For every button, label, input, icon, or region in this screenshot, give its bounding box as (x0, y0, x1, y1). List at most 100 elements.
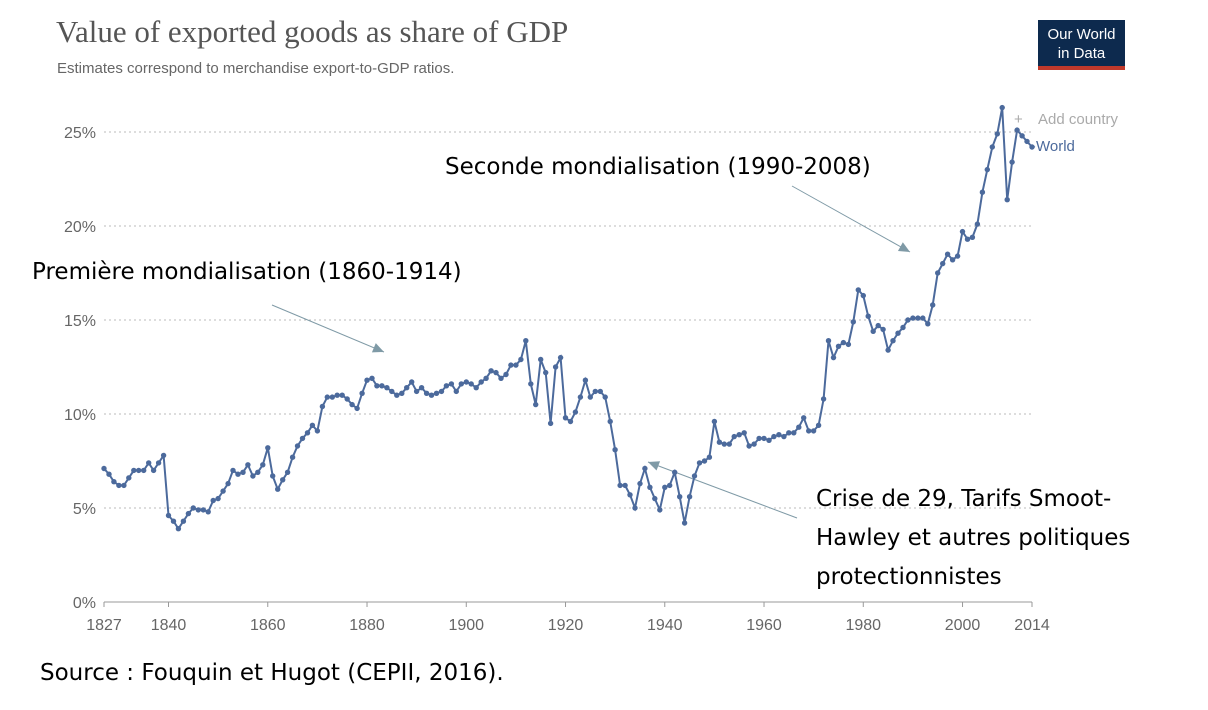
data-point[interactable] (275, 486, 281, 492)
add-country-label[interactable]: Add country (1038, 111, 1119, 128)
data-point[interactable] (999, 104, 1005, 111)
data-point[interactable] (994, 131, 1000, 137)
data-point[interactable] (592, 388, 598, 395)
data-point[interactable] (850, 319, 856, 325)
data-point[interactable] (523, 338, 529, 344)
data-point[interactable] (781, 433, 787, 440)
data-point[interactable] (875, 322, 881, 329)
data-point[interactable] (632, 505, 638, 511)
data-point[interactable] (830, 354, 837, 361)
data-point[interactable] (915, 315, 921, 321)
data-point[interactable] (270, 473, 276, 479)
data-point[interactable] (488, 368, 494, 374)
data-point[interactable] (116, 482, 122, 489)
data-point[interactable] (885, 347, 891, 353)
data-point[interactable] (533, 401, 539, 408)
data-point[interactable] (121, 482, 127, 489)
data-point[interactable] (905, 317, 911, 323)
data-point[interactable] (394, 392, 400, 398)
data-point[interactable] (448, 381, 455, 387)
data-point[interactable] (141, 467, 147, 474)
data-point[interactable] (776, 432, 782, 438)
data-point[interactable] (334, 392, 340, 398)
data-point[interactable] (647, 484, 653, 490)
data-point[interactable] (577, 394, 584, 400)
data-point[interactable] (165, 512, 172, 519)
data-point[interactable] (865, 313, 871, 319)
data-point[interactable] (587, 394, 593, 400)
data-point[interactable] (974, 221, 981, 227)
data-point[interactable] (493, 369, 499, 376)
data-point[interactable] (389, 388, 395, 395)
data-point[interactable] (557, 354, 564, 361)
data-point[interactable] (205, 509, 211, 515)
data-point[interactable] (622, 482, 628, 489)
data-point[interactable] (433, 390, 440, 396)
data-point[interactable] (860, 292, 866, 299)
data-point[interactable] (979, 189, 986, 195)
data-point[interactable] (418, 385, 425, 391)
owid-logo[interactable]: Our World in Data (1038, 20, 1125, 70)
data-point[interactable] (458, 381, 464, 387)
data-point[interactable] (940, 260, 946, 267)
data-point[interactable] (359, 390, 365, 396)
data-point[interactable] (304, 430, 311, 436)
data-point[interactable] (190, 505, 196, 511)
data-point[interactable] (672, 469, 678, 475)
data-point[interactable] (791, 430, 797, 436)
data-point[interactable] (562, 415, 569, 421)
data-point[interactable] (294, 443, 301, 449)
data-point[interactable] (597, 388, 603, 395)
data-point[interactable] (349, 401, 355, 408)
data-point[interactable] (567, 418, 574, 425)
data-point[interactable] (180, 518, 187, 524)
data-point[interactable] (314, 428, 321, 434)
data-point[interactable] (111, 479, 117, 485)
data-point[interactable] (920, 315, 926, 321)
data-point[interactable] (731, 433, 737, 440)
data-point[interactable] (925, 321, 931, 327)
data-point[interactable] (319, 403, 326, 410)
data-point[interactable] (736, 432, 742, 438)
data-point[interactable] (944, 251, 951, 257)
data-point[interactable] (756, 435, 762, 442)
data-point[interactable] (339, 392, 345, 398)
data-point[interactable] (498, 375, 504, 381)
data-point[interactable] (126, 475, 132, 481)
data-point[interactable] (478, 379, 484, 385)
data-point[interactable] (801, 415, 807, 421)
data-point[interactable] (369, 375, 375, 381)
data-point[interactable] (716, 439, 723, 445)
data-point[interactable] (131, 467, 137, 474)
data-point[interactable] (930, 302, 936, 308)
data-point[interactable] (299, 435, 306, 442)
data-point[interactable] (969, 234, 976, 240)
data-point[interactable] (1014, 127, 1020, 133)
data-point[interactable] (284, 469, 291, 475)
data-point[interactable] (642, 465, 648, 472)
data-point[interactable] (265, 445, 271, 451)
data-point[interactable] (949, 257, 956, 263)
data-point[interactable] (468, 381, 474, 387)
data-point[interactable] (935, 270, 941, 276)
data-point[interactable] (453, 388, 459, 395)
data-point[interactable] (215, 495, 221, 502)
data-point[interactable] (404, 385, 410, 391)
data-point[interactable] (364, 377, 370, 383)
data-point[interactable] (721, 441, 727, 447)
data-point[interactable] (617, 482, 623, 489)
data-point[interactable] (1024, 138, 1030, 145)
data-point[interactable] (612, 447, 618, 453)
data-point[interactable] (761, 435, 767, 442)
data-point[interactable] (845, 341, 852, 348)
data-point[interactable] (771, 433, 777, 440)
data-point[interactable] (835, 343, 842, 349)
data-point[interactable] (572, 409, 579, 415)
data-point[interactable] (513, 362, 519, 368)
data-point[interactable] (810, 428, 817, 434)
data-point[interactable] (240, 469, 246, 475)
data-point[interactable] (910, 315, 916, 321)
data-point[interactable] (463, 379, 469, 385)
data-point[interactable] (900, 324, 906, 331)
data-point[interactable] (245, 462, 251, 468)
